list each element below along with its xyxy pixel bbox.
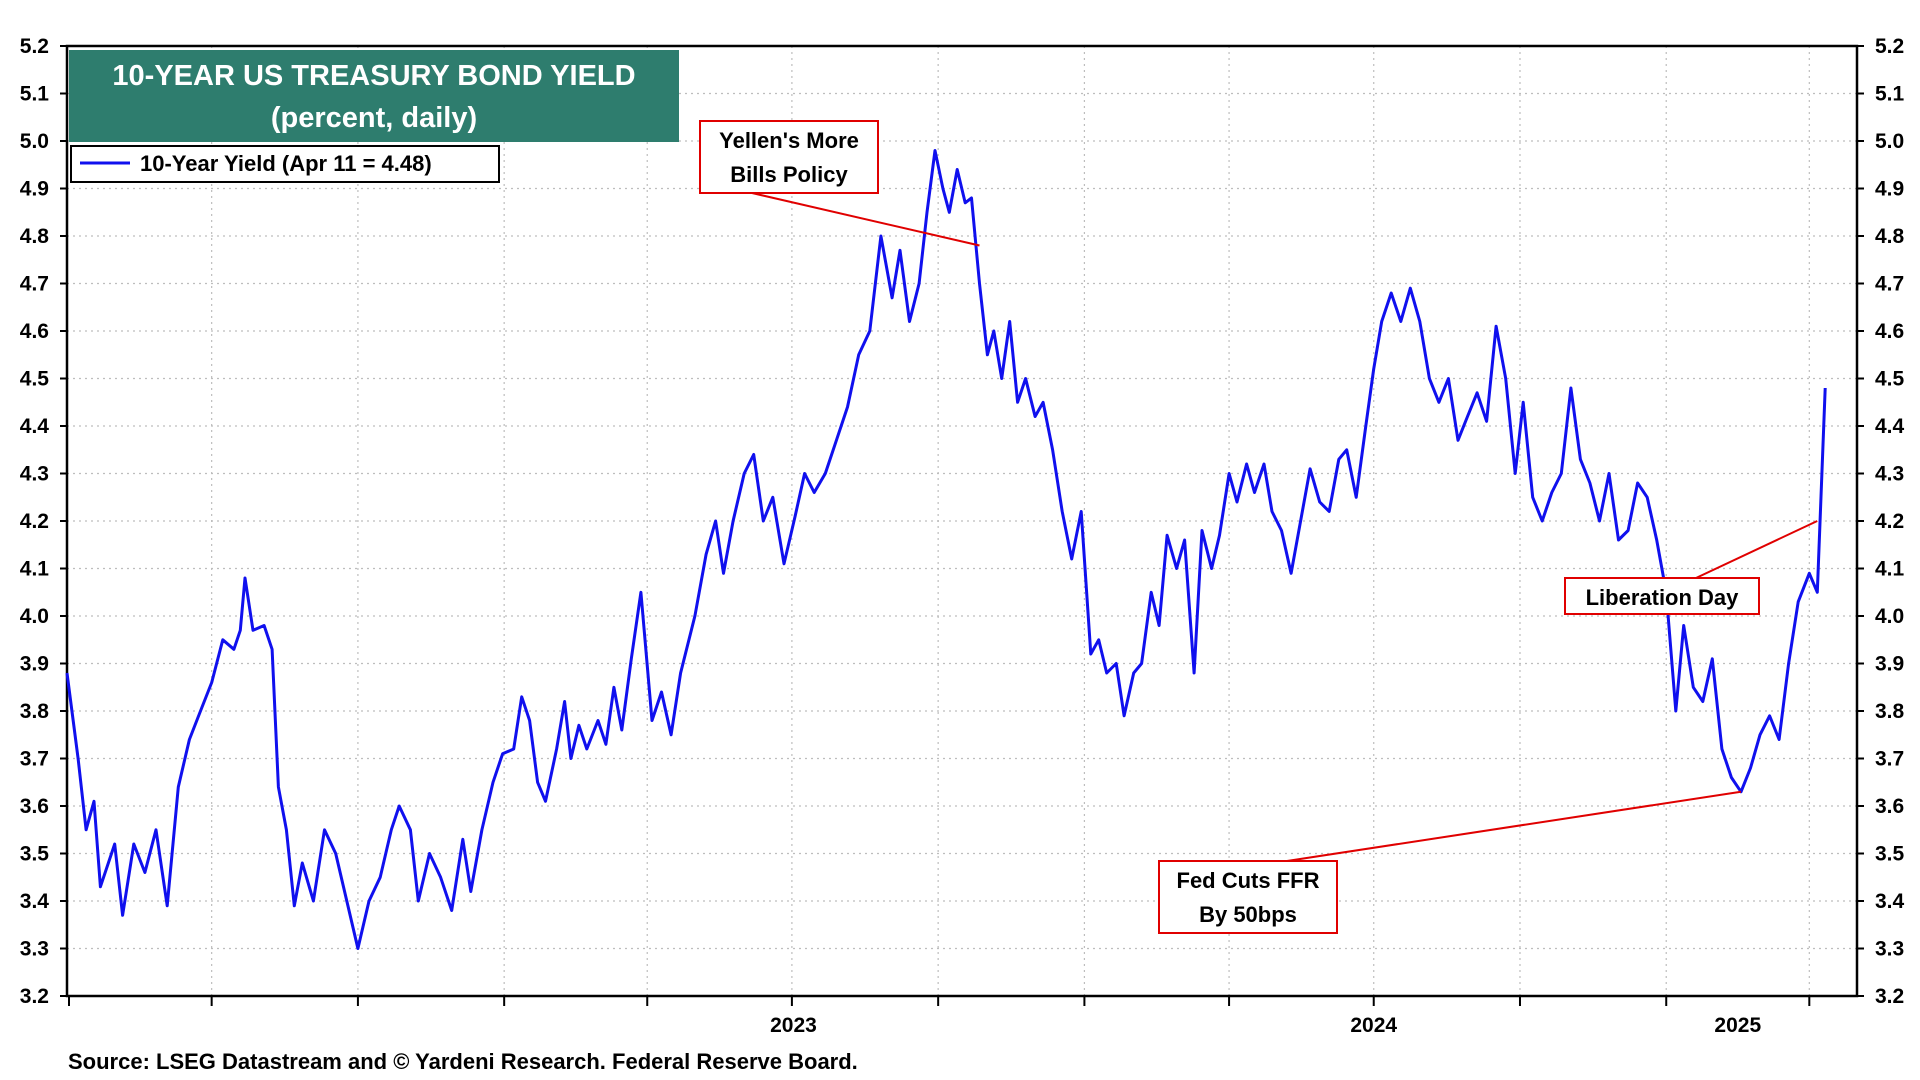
y-tick-label-left: 4.9 [20, 178, 49, 201]
y-tick-label-right: 3.8 [1875, 700, 1905, 723]
y-tick-label-right: 3.9 [1875, 653, 1904, 676]
y-tick-label-left: 4.1 [20, 558, 50, 581]
y-axis-left: 3.2 3.3 3.4 3.5 3.6 3.7 3.8 3.9 4.0 4.1 4.2 4.3 4.4 4… [20, 35, 67, 1008]
chart-subtitle: (percent, daily) [271, 102, 477, 134]
title-box [69, 50, 679, 142]
y-tick-label-left: 3.6 [20, 795, 49, 818]
y-tick-label-left: 5.1 [20, 83, 50, 106]
y-tick-label-left: 4.7 [20, 273, 49, 296]
annotation-leader [1286, 790, 1742, 862]
y-tick-label-left: 4.4 [20, 415, 50, 438]
annotation-text: By 50bps [1199, 902, 1297, 927]
y-tick-label-right: 4.3 [1875, 463, 1904, 486]
annotation-box [1158, 860, 1338, 934]
annotation-leader [751, 192, 980, 247]
y-tick-label-right: 3.2 [1875, 985, 1904, 1008]
annotation-text: Bills Policy [730, 162, 848, 187]
y-tick-label-left: 4.0 [20, 605, 49, 628]
y-tick-label-left: 4.5 [20, 368, 50, 391]
y-tick-label-left: 3.5 [20, 843, 50, 866]
annotations: Yellen's More Bills Policy Fed Cuts FFR By … [699, 120, 1818, 934]
y-tick-label-right: 3.6 [1875, 795, 1904, 818]
y-tick-label-right: 4.5 [1875, 368, 1905, 391]
y-tick-label-left: 4.3 [20, 463, 49, 486]
annotation-box [699, 120, 879, 194]
y-tick-label-left: 4.6 [20, 320, 49, 343]
y-tick-label-left: 3.9 [20, 653, 49, 676]
y-tick-label-right: 4.1 [1875, 558, 1905, 581]
y-tick-label-right: 5.2 [1875, 35, 1904, 58]
y-tick-label-left: 3.7 [20, 748, 49, 771]
annotation-text: Yellen's More [719, 128, 859, 153]
y-tick-label-left: 3.8 [20, 700, 50, 723]
y-tick-label-left: 3.2 [20, 985, 49, 1008]
x-axis: 2023 2024 2025 [68, 996, 1811, 1037]
annotation-text: Fed Cuts FFR [1177, 868, 1320, 893]
annotation-leader [1695, 520, 1818, 579]
y-tick-label-right: 3.5 [1875, 843, 1905, 866]
y-tick-label-left: 4.8 [20, 225, 50, 248]
y-tick-label-right: 4.8 [1875, 225, 1905, 248]
annotation-box [1564, 577, 1760, 615]
x-tick-label: 2025 [1714, 1014, 1761, 1037]
y-tick-label-right: 3.3 [1875, 938, 1904, 961]
x-tick-label: 2023 [770, 1014, 817, 1037]
y-tick-label-left: 3.3 [20, 938, 49, 961]
y-tick-label-right: 4.2 [1875, 510, 1904, 533]
y-tick-label-left: 4.2 [20, 510, 49, 533]
series-path [65, 149, 1827, 950]
y-tick-label-left: 5.0 [20, 130, 49, 153]
y-tick-label-right: 3.4 [1875, 890, 1905, 913]
annotation-text: Liberation Day [1586, 585, 1740, 610]
source-note: Source: LSEG Datastream and © Yardeni Re… [68, 1049, 858, 1074]
y-tick-label-right: 4.6 [1875, 320, 1904, 343]
legend-label: 10-Year Yield (Apr 11 = 4.48) [140, 151, 432, 176]
y-tick-label-right: 5.0 [1875, 130, 1904, 153]
x-tick-label: 2024 [1350, 1014, 1397, 1037]
y-tick-label-left: 3.4 [20, 890, 50, 913]
chart-title: 10-YEAR US TREASURY BOND YIELD [112, 60, 635, 92]
y-axis-right: 3.2 3.3 3.4 3.5 3.6 3.7 3.8 3.9 4.0 4.1 4.2 4.3 4.4 4… [1857, 35, 1905, 1008]
y-tick-label-right: 4.0 [1875, 605, 1904, 628]
y-tick-label-left: 5.2 [20, 35, 49, 58]
y-tick-label-right: 4.7 [1875, 273, 1904, 296]
series-line [65, 149, 1827, 950]
y-tick-label-right: 4.9 [1875, 178, 1904, 201]
legend-box [70, 145, 500, 183]
y-tick-label-right: 4.4 [1875, 415, 1905, 438]
y-tick-label-right: 5.1 [1875, 83, 1905, 106]
y-tick-label-right: 3.7 [1875, 748, 1904, 771]
